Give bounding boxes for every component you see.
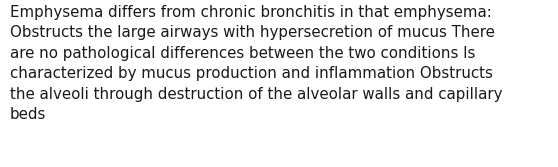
Text: Emphysema differs from chronic bronchitis in that emphysema:
Obstructs the large: Emphysema differs from chronic bronchiti… bbox=[10, 5, 503, 122]
